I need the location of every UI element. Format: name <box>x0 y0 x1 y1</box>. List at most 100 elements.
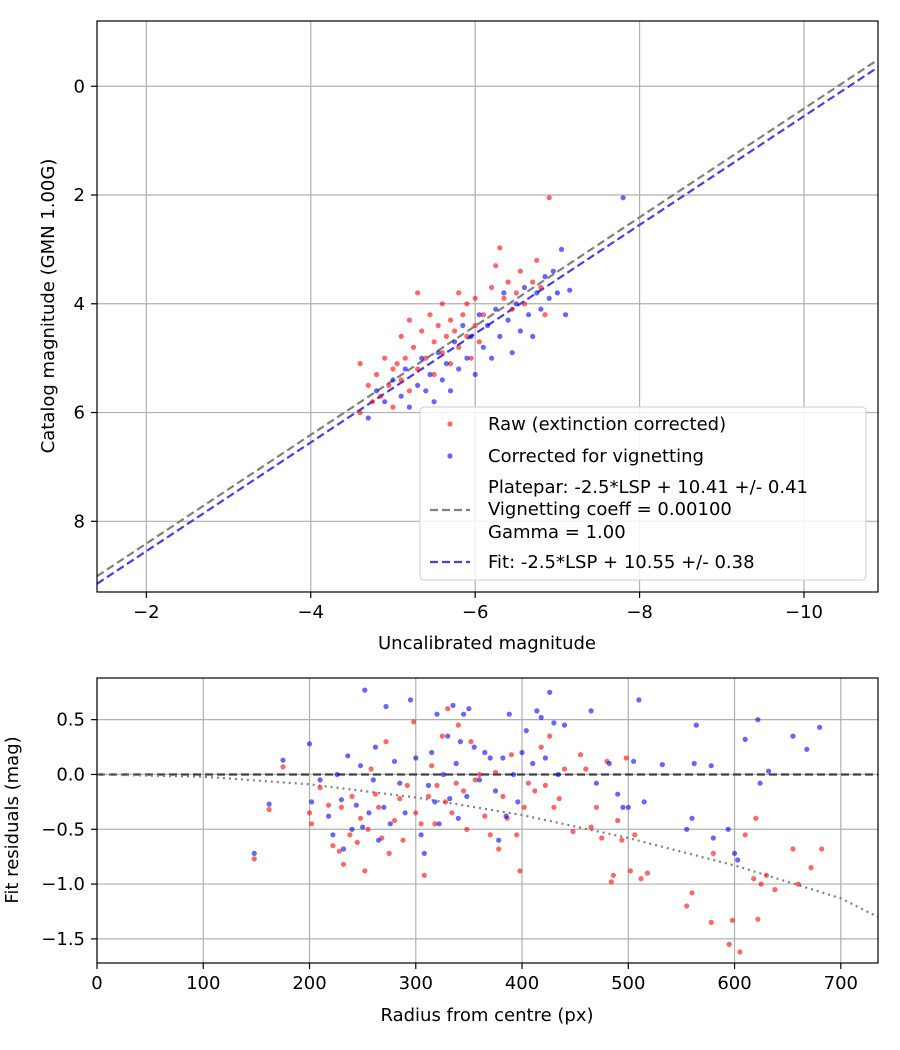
data-point <box>510 771 517 778</box>
legend-label-raw: Raw (extinction corrected) <box>488 414 726 435</box>
data-point <box>427 371 433 378</box>
data-point <box>394 361 400 367</box>
data-point <box>251 850 257 857</box>
data-point <box>623 755 629 761</box>
data-point <box>440 771 446 778</box>
data-point <box>627 868 634 874</box>
data-point <box>423 355 429 361</box>
data-point <box>583 766 589 772</box>
data-point <box>447 388 454 394</box>
data-point <box>266 801 272 807</box>
data-point <box>497 245 503 251</box>
data-point <box>464 793 470 800</box>
data-point <box>476 777 483 783</box>
data-point <box>547 689 553 695</box>
data-point <box>334 771 340 778</box>
data-point <box>636 697 642 703</box>
top-y-axis-label: Catalog magnitude (GMN 1.00G) <box>38 159 59 454</box>
legend-label-vignetting: Vignetting coeff = 0.00100 <box>488 499 732 520</box>
x-tick-label: −2 <box>133 602 160 623</box>
data-point <box>684 826 690 832</box>
data-point <box>472 322 478 329</box>
data-point <box>530 760 536 767</box>
data-point <box>326 802 332 808</box>
data-point <box>366 810 372 816</box>
data-point <box>357 815 364 821</box>
top-x-axis-label: Uncalibrated magnitude <box>378 633 596 654</box>
data-point <box>378 393 384 399</box>
data-point <box>755 916 761 922</box>
data-point <box>513 290 519 296</box>
data-point <box>386 850 392 857</box>
data-point <box>466 706 472 712</box>
series-line <box>96 773 879 918</box>
data-point <box>406 388 412 394</box>
data-point <box>387 821 393 827</box>
x-tick-label: 600 <box>717 973 751 994</box>
data-point <box>360 824 366 830</box>
data-point <box>532 788 538 794</box>
data-point <box>373 371 380 378</box>
data-point <box>402 810 408 816</box>
data-point <box>525 780 532 786</box>
data-point <box>742 736 748 743</box>
data-point <box>336 848 342 854</box>
legend-label-fit: Fit: -2.5*LSP + 10.55 +/- 0.38 <box>488 552 755 573</box>
data-point <box>693 722 699 728</box>
data-point <box>492 788 499 794</box>
data-point <box>266 806 272 813</box>
data-point <box>340 861 347 867</box>
data-point <box>439 377 445 383</box>
data-point <box>445 733 451 739</box>
bottom-x-ticks: 0 100 200 300 400 500 600 700 <box>91 963 858 994</box>
data-point <box>556 796 562 802</box>
data-point <box>404 782 410 789</box>
data-point <box>418 832 424 838</box>
data-point <box>472 295 478 301</box>
data-point <box>521 301 528 307</box>
data-point <box>397 796 403 802</box>
data-point <box>421 850 427 857</box>
data-point <box>480 344 486 350</box>
data-point <box>398 333 404 339</box>
data-point <box>489 355 495 361</box>
data-point <box>501 290 507 296</box>
data-point <box>684 903 690 909</box>
data-point <box>476 771 483 778</box>
data-point <box>817 724 823 730</box>
data-point <box>443 333 449 339</box>
data-point <box>464 355 470 361</box>
data-point <box>390 366 396 372</box>
data-point <box>542 755 549 761</box>
data-point <box>497 333 503 339</box>
data-point <box>434 782 440 789</box>
data-point <box>338 797 344 803</box>
data-point <box>641 799 647 805</box>
data-point <box>593 804 600 810</box>
data-point <box>457 739 463 745</box>
data-point <box>772 887 778 893</box>
data-point <box>588 824 594 830</box>
data-point <box>561 766 568 772</box>
data-point <box>742 832 748 838</box>
data-point <box>411 719 417 725</box>
y-tick-label: 0.5 <box>56 710 85 731</box>
data-point <box>472 371 478 378</box>
data-point <box>521 804 527 810</box>
data-point <box>382 355 388 361</box>
data-point <box>415 382 421 388</box>
data-point <box>456 366 462 372</box>
data-point <box>517 268 524 274</box>
data-point <box>372 791 378 797</box>
y-tick-label: 6 <box>74 403 85 424</box>
data-point <box>542 312 548 318</box>
data-point <box>461 788 467 794</box>
data-point <box>450 702 456 709</box>
data-point <box>625 804 631 810</box>
data-point <box>391 758 398 764</box>
data-point <box>439 350 445 356</box>
data-point <box>710 850 716 857</box>
data-point <box>357 409 363 416</box>
data-point <box>729 917 736 923</box>
